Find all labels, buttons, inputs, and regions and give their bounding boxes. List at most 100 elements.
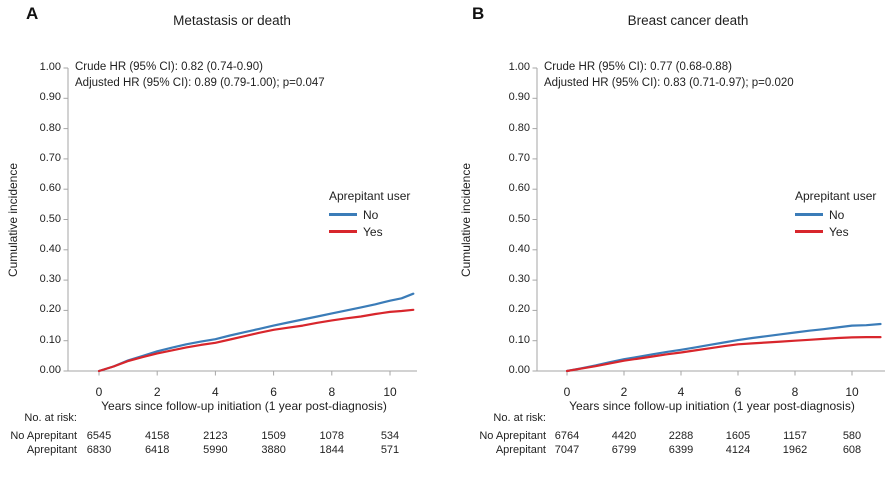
legend-title: Aprepitant user bbox=[795, 189, 877, 203]
risk-count: 4420 bbox=[611, 430, 637, 442]
curve-no-panel-b bbox=[565, 322, 882, 373]
adjusted-hr-text: Adjusted HR (95% CI): 0.83 (0.71-0.97); … bbox=[544, 76, 794, 89]
panel-a-y-axis-title: Cumulative incidence bbox=[6, 162, 20, 278]
legend-item-label: Yes bbox=[829, 224, 849, 239]
risk-row-label-no-aprepitant: No Aprepitant bbox=[479, 430, 546, 442]
curve-yes-panel-a bbox=[97, 308, 415, 373]
risk-row-label-aprepitant: Aprepitant bbox=[495, 444, 546, 456]
risk-count: 2123 bbox=[203, 430, 228, 442]
adjusted-hr-text: Adjusted HR (95% CI): 0.89 (0.79-1.00); … bbox=[75, 76, 325, 89]
risk-count: 6830 bbox=[86, 444, 112, 456]
x-tick-label: 10 bbox=[383, 385, 397, 399]
x-tick-label: 4 bbox=[677, 385, 685, 399]
panel-a-x-axis-title: Years since follow-up initiation (1 year… bbox=[101, 399, 387, 413]
y-tick-label: 0.80 bbox=[39, 121, 61, 134]
y-tick-label: 0.70 bbox=[39, 151, 61, 164]
panel-b-y-axis-title: Cumulative incidence bbox=[459, 162, 473, 278]
crude-hr-text: Crude HR (95% CI): 0.82 (0.74-0.90) bbox=[75, 61, 263, 73]
legend-title: Aprepitant user bbox=[329, 189, 411, 203]
risk-count: 4158 bbox=[144, 430, 170, 442]
risk-count: 1605 bbox=[725, 430, 751, 442]
panel-a-hr-annotation: Crude HR (95% CI): 0.82 (0.74-0.90) Adju… bbox=[75, 60, 325, 91]
panel-b-title: Breast cancer death bbox=[627, 13, 749, 28]
y-tick-label: 0.90 bbox=[39, 91, 61, 104]
panel-b-x-axis-title: Years since follow-up initiation (1 year… bbox=[569, 399, 855, 413]
risk-count: 608 bbox=[842, 444, 862, 456]
y-tick-label: 0.00 bbox=[39, 364, 61, 376]
panel-b-risk-header: No. at risk: bbox=[493, 412, 546, 424]
risk-count: 7047 bbox=[554, 444, 580, 456]
y-tick-label: 0.50 bbox=[508, 212, 530, 225]
y-tick-label: 0.20 bbox=[39, 303, 61, 316]
risk-count: 6399 bbox=[668, 444, 694, 456]
risk-count: 5990 bbox=[203, 444, 228, 456]
y-tick-label: 0.20 bbox=[508, 303, 530, 316]
y-tick-label: 0.60 bbox=[508, 182, 530, 195]
no-line-swatch bbox=[329, 212, 357, 217]
risk-count: 6764 bbox=[554, 430, 580, 442]
crude-hr-text: Crude HR (95% CI): 0.77 (0.68-0.88) bbox=[544, 61, 732, 73]
curve-yes-panel-b bbox=[565, 336, 882, 373]
legend-item-no: No bbox=[329, 206, 410, 223]
y-tick-label: 1.00 bbox=[39, 61, 61, 73]
risk-count: 1844 bbox=[319, 444, 345, 456]
panel-a-label: A bbox=[26, 4, 39, 23]
risk-count: 3880 bbox=[261, 444, 286, 456]
panel-a-title: Metastasis or death bbox=[173, 13, 291, 28]
y-tick-label: 0.90 bbox=[508, 91, 530, 104]
risk-row-label-no-aprepitant: No Aprepitant bbox=[10, 430, 77, 442]
legend-item-label: No bbox=[363, 207, 379, 222]
x-tick-label: 8 bbox=[328, 385, 336, 399]
risk-count: 2288 bbox=[668, 430, 694, 442]
curve-no-panel-a bbox=[97, 292, 415, 373]
y-tick-label: 0.80 bbox=[508, 121, 530, 134]
risk-count: 6545 bbox=[86, 430, 112, 442]
x-tick-label: 6 bbox=[734, 385, 742, 399]
risk-count: 6418 bbox=[144, 444, 170, 456]
y-tick-label: 0.30 bbox=[39, 273, 61, 286]
panel-b-label: B bbox=[472, 4, 485, 23]
x-tick-label: 0 bbox=[563, 385, 571, 399]
y-tick-label: 0.10 bbox=[39, 333, 61, 346]
x-tick-label: 2 bbox=[620, 385, 628, 399]
x-tick-label: 8 bbox=[791, 385, 799, 399]
risk-count: 1157 bbox=[783, 430, 807, 442]
yes-line-swatch bbox=[795, 229, 823, 234]
y-tick-label: 0.40 bbox=[508, 242, 530, 255]
y-tick-label: 1.00 bbox=[508, 61, 530, 73]
y-tick-label: 0.70 bbox=[508, 151, 530, 164]
panel-b-legend: Aprepitant user No Yes bbox=[795, 189, 876, 240]
legend-item-yes: Yes bbox=[329, 223, 410, 240]
legend-item-yes: Yes bbox=[795, 223, 876, 240]
risk-count: 534 bbox=[380, 430, 400, 442]
y-tick-label: 0.50 bbox=[39, 212, 61, 225]
panel-a-legend: Aprepitant user No Yes bbox=[329, 189, 410, 240]
legend-item-label: No bbox=[829, 207, 845, 222]
x-tick-label: 10 bbox=[845, 385, 859, 399]
no-line-swatch bbox=[795, 212, 823, 217]
yes-line-swatch bbox=[329, 229, 357, 234]
risk-row-label-aprepitant: Aprepitant bbox=[26, 444, 77, 456]
risk-count: 1962 bbox=[782, 444, 808, 456]
y-tick-label: 0.30 bbox=[508, 273, 530, 286]
y-tick-label: 0.40 bbox=[39, 242, 61, 255]
x-tick-label: 0 bbox=[95, 385, 103, 399]
risk-count: 4124 bbox=[725, 444, 751, 456]
panel-a-risk-header: No. at risk: bbox=[24, 412, 77, 424]
risk-count: 1509 bbox=[261, 430, 286, 442]
panel-b-hr-annotation: Crude HR (95% CI): 0.77 (0.68-0.88) Adju… bbox=[544, 60, 794, 91]
y-tick-label: 0.00 bbox=[508, 364, 530, 376]
legend-item-no: No bbox=[795, 206, 876, 223]
risk-count: 6799 bbox=[611, 444, 637, 456]
y-tick-label: 0.10 bbox=[508, 333, 530, 346]
y-tick-label: 0.60 bbox=[39, 182, 61, 195]
legend-item-label: Yes bbox=[363, 224, 383, 239]
risk-count: 571 bbox=[380, 444, 400, 456]
risk-count: 580 bbox=[842, 430, 862, 442]
x-tick-label: 6 bbox=[270, 385, 277, 399]
x-tick-label: 2 bbox=[153, 385, 161, 399]
x-tick-label: 4 bbox=[212, 385, 219, 399]
risk-count: 1078 bbox=[319, 430, 345, 442]
